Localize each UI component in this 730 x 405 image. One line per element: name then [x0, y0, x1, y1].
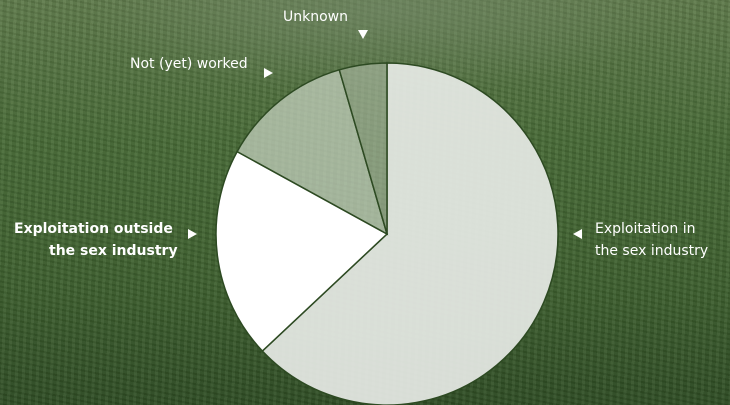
label-not-yet-worked-pointer-icon: [264, 68, 273, 78]
pie-slice-unknown: [338, 62, 388, 235]
pie-slice-outside-sex-industry: [215, 150, 389, 353]
label-unknown-pointer-icon: [358, 30, 368, 39]
label-exploitation-in-pointer-icon: [573, 229, 582, 239]
label-unknown: Unknown: [283, 9, 348, 25]
label-not-yet-worked: Not (yet) worked: [130, 56, 248, 72]
label-exploitation-outside-line2: the sex industry: [49, 243, 178, 259]
label-exploitation-outside-pointer-icon: [188, 229, 197, 239]
pie-slice-not-yet-worked: [236, 68, 389, 236]
label-exploitation-outside-line1: Exploitation outside: [14, 221, 173, 237]
label-exploitation-in-line2: the sex industry: [595, 243, 709, 259]
label-exploitation-in-line1: Exploitation in: [595, 221, 696, 237]
pie-slice-sex-industry: [261, 62, 559, 405]
